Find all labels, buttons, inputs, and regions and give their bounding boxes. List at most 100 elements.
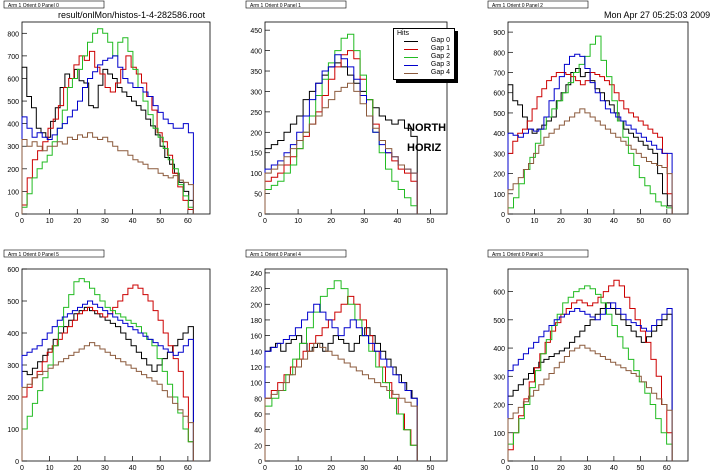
series-line bbox=[507, 344, 673, 461]
y-tick-label: 700 bbox=[493, 71, 505, 78]
y-tick-label: 0 bbox=[258, 212, 262, 219]
y-tick-label: 100 bbox=[250, 381, 262, 388]
x-tick-label: 0 bbox=[20, 465, 24, 472]
y-tick-label: 160 bbox=[250, 334, 262, 341]
x-tick-label: 10 bbox=[294, 465, 302, 472]
legend-swatch bbox=[404, 73, 418, 74]
series-line bbox=[264, 82, 418, 214]
y-tick-label: 100 bbox=[493, 192, 505, 199]
series-line bbox=[507, 35, 673, 214]
legend-entry: Gap 0 bbox=[404, 37, 450, 46]
filename-label: result/onlMon/histos-1-4-282586.root bbox=[58, 10, 206, 20]
y-tick-label: 0 bbox=[15, 459, 19, 466]
y-tick-label: 120 bbox=[250, 365, 262, 372]
x-tick-label: 50 bbox=[156, 465, 164, 472]
x-tick-label: 40 bbox=[129, 465, 137, 472]
x-tick-label: 10 bbox=[294, 218, 302, 225]
y-tick-label: 300 bbox=[7, 144, 19, 151]
y-tick-label: 80 bbox=[254, 396, 262, 403]
panel-title: Arm 1 Orient 0 Panel 4 bbox=[250, 252, 301, 258]
x-tick-label: 50 bbox=[427, 465, 435, 472]
legend-entry-label: Gap 2 bbox=[430, 53, 450, 60]
x-tick-label: 10 bbox=[46, 218, 54, 225]
series-line bbox=[21, 342, 194, 461]
datetime-label: Mon Apr 27 05:25:03 2009 bbox=[604, 10, 711, 20]
panel-title-box bbox=[3, 249, 105, 258]
y-tick-label: 600 bbox=[493, 91, 505, 98]
y-tick-label: 450 bbox=[250, 28, 262, 35]
legend-entry: Gap 1 bbox=[404, 45, 450, 54]
plot-frame bbox=[264, 21, 448, 215]
y-tick-label: 250 bbox=[250, 110, 262, 117]
series-line bbox=[21, 28, 194, 214]
x-tick-label: 30 bbox=[360, 218, 368, 225]
panel-title: Arm 1 Orient 0 Panel 3 bbox=[492, 252, 543, 258]
legend-entry-label: Gap 1 bbox=[430, 45, 450, 52]
y-tick-label: 300 bbox=[493, 151, 505, 158]
series-line bbox=[507, 108, 673, 214]
y-tick-label: 200 bbox=[493, 172, 505, 179]
x-tick-label: 30 bbox=[584, 465, 592, 472]
series-line bbox=[21, 278, 194, 461]
y-tick-label: 500 bbox=[493, 318, 505, 325]
legend-entry-label: Gap 0 bbox=[430, 37, 450, 44]
x-tick-label: 30 bbox=[584, 218, 592, 225]
y-tick-label: 500 bbox=[493, 111, 505, 118]
series-line bbox=[21, 132, 194, 214]
legend-box: Hits Gap 0 Gap 1 Gap 2 Gap 3 Gap 4 bbox=[393, 28, 455, 80]
y-tick-label: 400 bbox=[7, 122, 19, 129]
y-tick-label: 100 bbox=[493, 431, 505, 438]
x-tick-label: 30 bbox=[101, 218, 109, 225]
y-tick-label: 200 bbox=[7, 167, 19, 174]
y-tick-label: 40 bbox=[254, 428, 262, 435]
panel-title-box bbox=[487, 249, 589, 258]
panel-title-box bbox=[245, 249, 347, 258]
series-line bbox=[264, 295, 418, 461]
x-tick-label: 0 bbox=[506, 465, 510, 472]
x-tick-label: 0 bbox=[20, 218, 24, 225]
x-tick-label: 40 bbox=[393, 465, 401, 472]
legend-entry: Gap 2 bbox=[404, 53, 450, 62]
y-tick-label: 800 bbox=[7, 31, 19, 38]
plot-frame bbox=[507, 21, 689, 215]
y-tick-label: 0 bbox=[258, 459, 262, 466]
panel-title-box bbox=[3, 0, 105, 9]
legend-entry-label: Gap 4 bbox=[430, 69, 450, 76]
panel-title: Arm 1 Orient 0 Panel 1 bbox=[250, 3, 301, 9]
y-tick-label: 600 bbox=[493, 290, 505, 297]
x-tick-label: 60 bbox=[663, 465, 671, 472]
x-tick-label: 10 bbox=[531, 465, 539, 472]
arm-label: NORTH bbox=[407, 122, 447, 134]
y-tick-label: 350 bbox=[250, 69, 262, 76]
x-tick-label: 10 bbox=[531, 218, 539, 225]
x-tick-label: 0 bbox=[263, 465, 267, 472]
x-tick-label: 40 bbox=[610, 465, 618, 472]
x-tick-label: 60 bbox=[663, 218, 671, 225]
series-line bbox=[264, 50, 418, 214]
series-line bbox=[264, 303, 418, 461]
series-line bbox=[21, 300, 194, 461]
x-tick-label: 60 bbox=[184, 218, 192, 225]
panel-title: Arm 1 Orient 0 Panel 5 bbox=[8, 252, 59, 258]
series-line bbox=[507, 302, 673, 461]
y-tick-label: 500 bbox=[7, 299, 19, 306]
legend-entry-label: Gap 3 bbox=[430, 61, 450, 68]
y-tick-label: 200 bbox=[250, 302, 262, 309]
y-tick-label: 400 bbox=[7, 331, 19, 338]
series-line bbox=[21, 50, 194, 214]
legend-swatch bbox=[404, 57, 418, 58]
x-tick-label: 20 bbox=[73, 465, 81, 472]
y-tick-label: 300 bbox=[250, 89, 262, 96]
y-tick-label: 800 bbox=[493, 50, 505, 57]
plot-frame bbox=[507, 268, 689, 462]
legend-swatch bbox=[404, 65, 418, 66]
x-tick-label: 20 bbox=[557, 218, 565, 225]
x-tick-label: 30 bbox=[360, 465, 368, 472]
y-tick-label: 600 bbox=[7, 267, 19, 274]
x-tick-label: 10 bbox=[46, 465, 54, 472]
y-tick-label: 60 bbox=[254, 412, 262, 419]
series-line bbox=[264, 62, 418, 214]
x-tick-label: 0 bbox=[506, 218, 510, 225]
y-tick-label: 180 bbox=[250, 318, 262, 325]
